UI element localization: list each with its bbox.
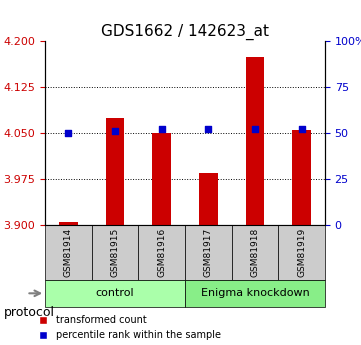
Bar — [199, 173, 218, 225]
FancyBboxPatch shape — [278, 225, 325, 279]
Text: control: control — [96, 288, 134, 298]
Text: protocol: protocol — [4, 306, 55, 319]
Text: GSM81916: GSM81916 — [157, 227, 166, 277]
FancyBboxPatch shape — [45, 279, 185, 307]
Bar — [152, 133, 171, 225]
Text: GSM81914: GSM81914 — [64, 227, 73, 277]
Bar — [292, 130, 311, 225]
Title: GDS1662 / 142623_at: GDS1662 / 142623_at — [101, 24, 269, 40]
Text: GSM81919: GSM81919 — [297, 227, 306, 277]
Point — [66, 130, 71, 136]
Text: GSM81915: GSM81915 — [110, 227, 119, 277]
Text: GSM81918: GSM81918 — [251, 227, 260, 277]
FancyBboxPatch shape — [92, 225, 138, 279]
FancyBboxPatch shape — [185, 225, 232, 279]
FancyBboxPatch shape — [45, 225, 92, 279]
Point — [299, 127, 304, 132]
Legend: transformed count, percentile rank within the sample: transformed count, percentile rank withi… — [34, 315, 221, 340]
Point — [205, 127, 211, 132]
FancyBboxPatch shape — [185, 279, 325, 307]
Point — [112, 128, 118, 134]
FancyBboxPatch shape — [138, 225, 185, 279]
Point — [252, 127, 258, 132]
Bar — [245, 57, 264, 225]
Point — [159, 127, 165, 132]
FancyBboxPatch shape — [232, 225, 278, 279]
Text: Enigma knockdown: Enigma knockdown — [201, 288, 309, 298]
Bar — [59, 222, 78, 225]
Bar — [106, 118, 125, 225]
Text: GSM81917: GSM81917 — [204, 227, 213, 277]
